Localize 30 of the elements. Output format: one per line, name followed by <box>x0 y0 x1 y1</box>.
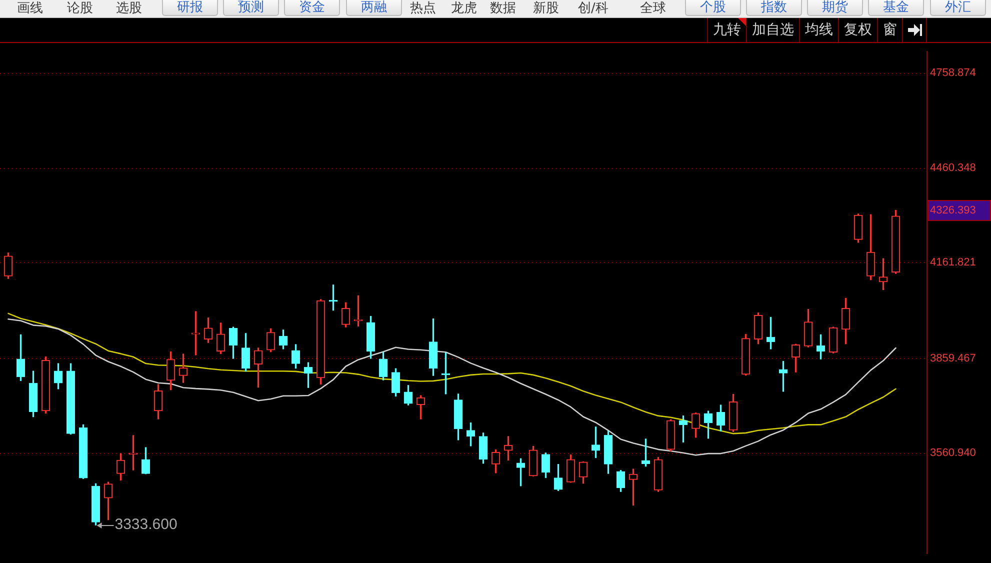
button: 资金 <box>284 0 340 16</box>
button: 外汇 <box>930 0 986 16</box>
button: 均线 <box>799 18 838 42</box>
menu-item: 选股 <box>116 0 142 17</box>
menu-item: 论股 <box>67 0 93 17</box>
menu-item: 新股 <box>533 0 559 17</box>
menu-item: 创/科 <box>578 0 608 17</box>
button: 期货 <box>807 0 863 16</box>
button: 预测 <box>223 0 279 16</box>
button: 基金 <box>868 0 924 16</box>
button: 加自选 <box>746 18 799 42</box>
button: 两融 <box>346 0 402 16</box>
y-tick-label: 3859.467 <box>930 352 976 364</box>
menu-item: 全球 <box>640 0 666 17</box>
y-tick-label: 4460.348 <box>930 162 976 174</box>
button: 窗 <box>877 18 902 42</box>
button: 复权 <box>838 18 877 42</box>
y-tick-label: 4758.874 <box>930 67 976 80</box>
annotation: 3333.600 <box>114 516 178 534</box>
menu-item: 热点 <box>410 0 436 17</box>
y-tick-label: 3560.940 <box>930 446 976 459</box>
menu-item: 数据 <box>490 0 516 17</box>
button: 个股 <box>685 0 741 16</box>
text: 4326.393 <box>930 204 976 217</box>
button: 指数 <box>746 0 802 16</box>
menu-item: 龙虎 <box>451 0 477 17</box>
menu-item: 画线 <box>17 0 43 17</box>
button: 研报 <box>162 0 218 16</box>
button: 九转 <box>707 18 746 42</box>
y-tick-label: 4161.821 <box>930 256 976 268</box>
